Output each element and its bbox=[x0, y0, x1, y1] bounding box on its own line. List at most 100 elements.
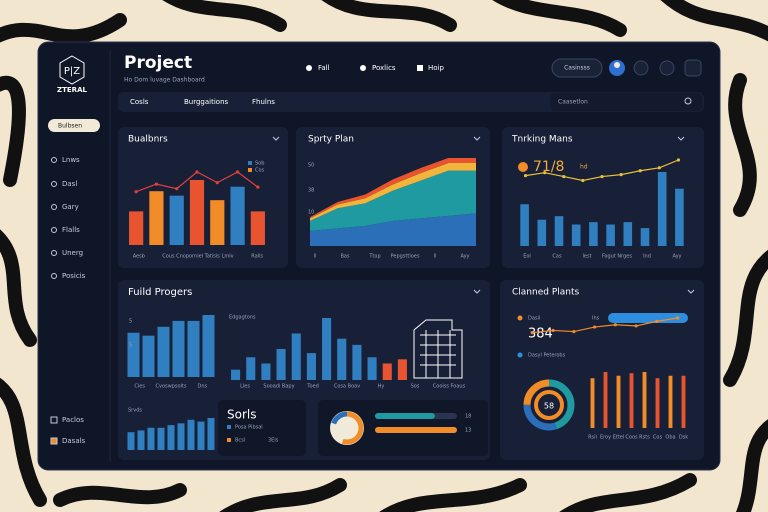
panel-title: Bualbnrs bbox=[128, 135, 168, 145]
tab[interactable]: Fhulns bbox=[252, 98, 275, 106]
axis-label: Bas bbox=[340, 254, 349, 260]
icon bbox=[417, 65, 423, 71]
legend-swatch bbox=[248, 161, 252, 165]
tick-label: Edgagtons bbox=[229, 315, 256, 321]
bar bbox=[231, 369, 241, 380]
line-point bbox=[657, 166, 661, 170]
axis-label: Ttop bbox=[368, 254, 380, 260]
donut-segment bbox=[523, 379, 575, 431]
axis-label: Lles bbox=[240, 384, 250, 390]
tick-label: 50 bbox=[308, 163, 314, 169]
menu-item[interactable]: Lnws bbox=[62, 156, 80, 164]
tab[interactable]: Cosls bbox=[130, 98, 149, 106]
tab[interactable]: Burggaitions bbox=[184, 98, 229, 106]
menu-item[interactable]: Unerg bbox=[62, 249, 83, 257]
bar bbox=[681, 375, 686, 428]
tick-label: 10 bbox=[308, 210, 314, 216]
menu-item[interactable]: Dasl bbox=[62, 180, 77, 188]
action[interactable]: Fall bbox=[318, 64, 330, 72]
bar bbox=[640, 228, 650, 246]
icon-button[interactable] bbox=[633, 60, 649, 76]
bar bbox=[202, 315, 215, 377]
search-placeholder[interactable]: Caasetlon bbox=[558, 99, 588, 106]
header-button-label[interactable]: Casinsss bbox=[564, 65, 590, 72]
line-point bbox=[215, 181, 219, 185]
footer-item[interactable]: Paclos bbox=[62, 416, 84, 424]
bar bbox=[127, 332, 140, 377]
menu-icon bbox=[51, 250, 57, 256]
area bbox=[310, 163, 476, 221]
bar bbox=[589, 222, 598, 246]
donut-inner bbox=[534, 390, 564, 420]
sidebar-button-label[interactable]: Bulbsen bbox=[58, 123, 82, 130]
bar bbox=[668, 375, 673, 428]
bar bbox=[167, 425, 175, 450]
axis-label: Lmiv bbox=[222, 254, 234, 260]
line-point bbox=[600, 174, 604, 179]
legend-label: 3Els bbox=[268, 438, 279, 444]
building-illustration bbox=[413, 319, 463, 379]
bar bbox=[603, 372, 608, 428]
bar bbox=[322, 318, 332, 380]
line-point bbox=[523, 174, 528, 178]
axis-label: Oba bbox=[665, 435, 675, 441]
bar bbox=[142, 335, 155, 377]
axis-label: Toed bbox=[306, 384, 319, 390]
bar bbox=[261, 363, 271, 380]
line-point bbox=[655, 319, 659, 323]
axis-label: Cles bbox=[134, 384, 145, 390]
action[interactable]: Hoip bbox=[428, 64, 444, 72]
menu-item[interactable]: Flalls bbox=[62, 226, 80, 234]
axis-label: Cosa Boav bbox=[334, 384, 360, 390]
bar bbox=[157, 326, 170, 377]
note: Dasyl Peterobs bbox=[528, 353, 566, 359]
sidebar-button[interactable] bbox=[48, 119, 100, 132]
bar bbox=[187, 320, 200, 377]
axis-label: Eroy bbox=[600, 435, 611, 441]
bar bbox=[655, 378, 660, 428]
axis-label: Cas bbox=[552, 254, 562, 260]
bar bbox=[147, 427, 155, 450]
footer-item[interactable]: Dasals bbox=[62, 437, 86, 445]
line-point bbox=[676, 158, 681, 162]
line-point bbox=[530, 331, 534, 335]
bar bbox=[210, 200, 225, 245]
axis-label: Cos bbox=[653, 435, 663, 441]
panel-title: Clanned Plants bbox=[512, 288, 579, 298]
panel-title: Fuild Progers bbox=[128, 287, 192, 298]
axis-label: Il bbox=[314, 254, 317, 260]
area bbox=[310, 170, 476, 231]
bar bbox=[537, 219, 547, 246]
icon-button[interactable] bbox=[659, 60, 675, 76]
subpanel bbox=[218, 400, 306, 456]
menu-item[interactable]: Gary bbox=[62, 203, 79, 211]
bar bbox=[367, 357, 377, 380]
axis-label: Hy bbox=[378, 384, 385, 390]
tick-label: 5 bbox=[129, 343, 132, 349]
legend-swatch bbox=[248, 168, 252, 172]
search-box[interactable] bbox=[550, 93, 702, 111]
icon-button[interactable] bbox=[684, 59, 702, 77]
bar bbox=[276, 349, 286, 380]
line-point bbox=[134, 190, 138, 194]
legend-swatch bbox=[227, 438, 231, 442]
panel-title: Tnrking Mans bbox=[511, 135, 573, 145]
avatar-head bbox=[614, 62, 620, 68]
line-point bbox=[593, 325, 597, 329]
logo-frame bbox=[59, 55, 85, 85]
axis-label: Cnoporniel Tatisis bbox=[176, 254, 220, 260]
legend-label: Posa Pibsal bbox=[235, 425, 263, 431]
line-point bbox=[551, 328, 555, 333]
legend-dot bbox=[517, 352, 523, 358]
axis-label: Cooiss Foaus bbox=[433, 384, 466, 390]
bar bbox=[189, 180, 205, 245]
chevrons bbox=[272, 136, 695, 294]
pie-segment bbox=[330, 411, 364, 445]
axis-label: Sos bbox=[411, 384, 420, 390]
action[interactable]: Poxlics bbox=[372, 64, 396, 72]
subtitle: Ho Dom luvage Dashboard bbox=[124, 77, 205, 84]
menu-item[interactable]: Posicis bbox=[62, 272, 86, 280]
title: Project bbox=[124, 53, 192, 73]
header-button[interactable] bbox=[551, 58, 603, 78]
